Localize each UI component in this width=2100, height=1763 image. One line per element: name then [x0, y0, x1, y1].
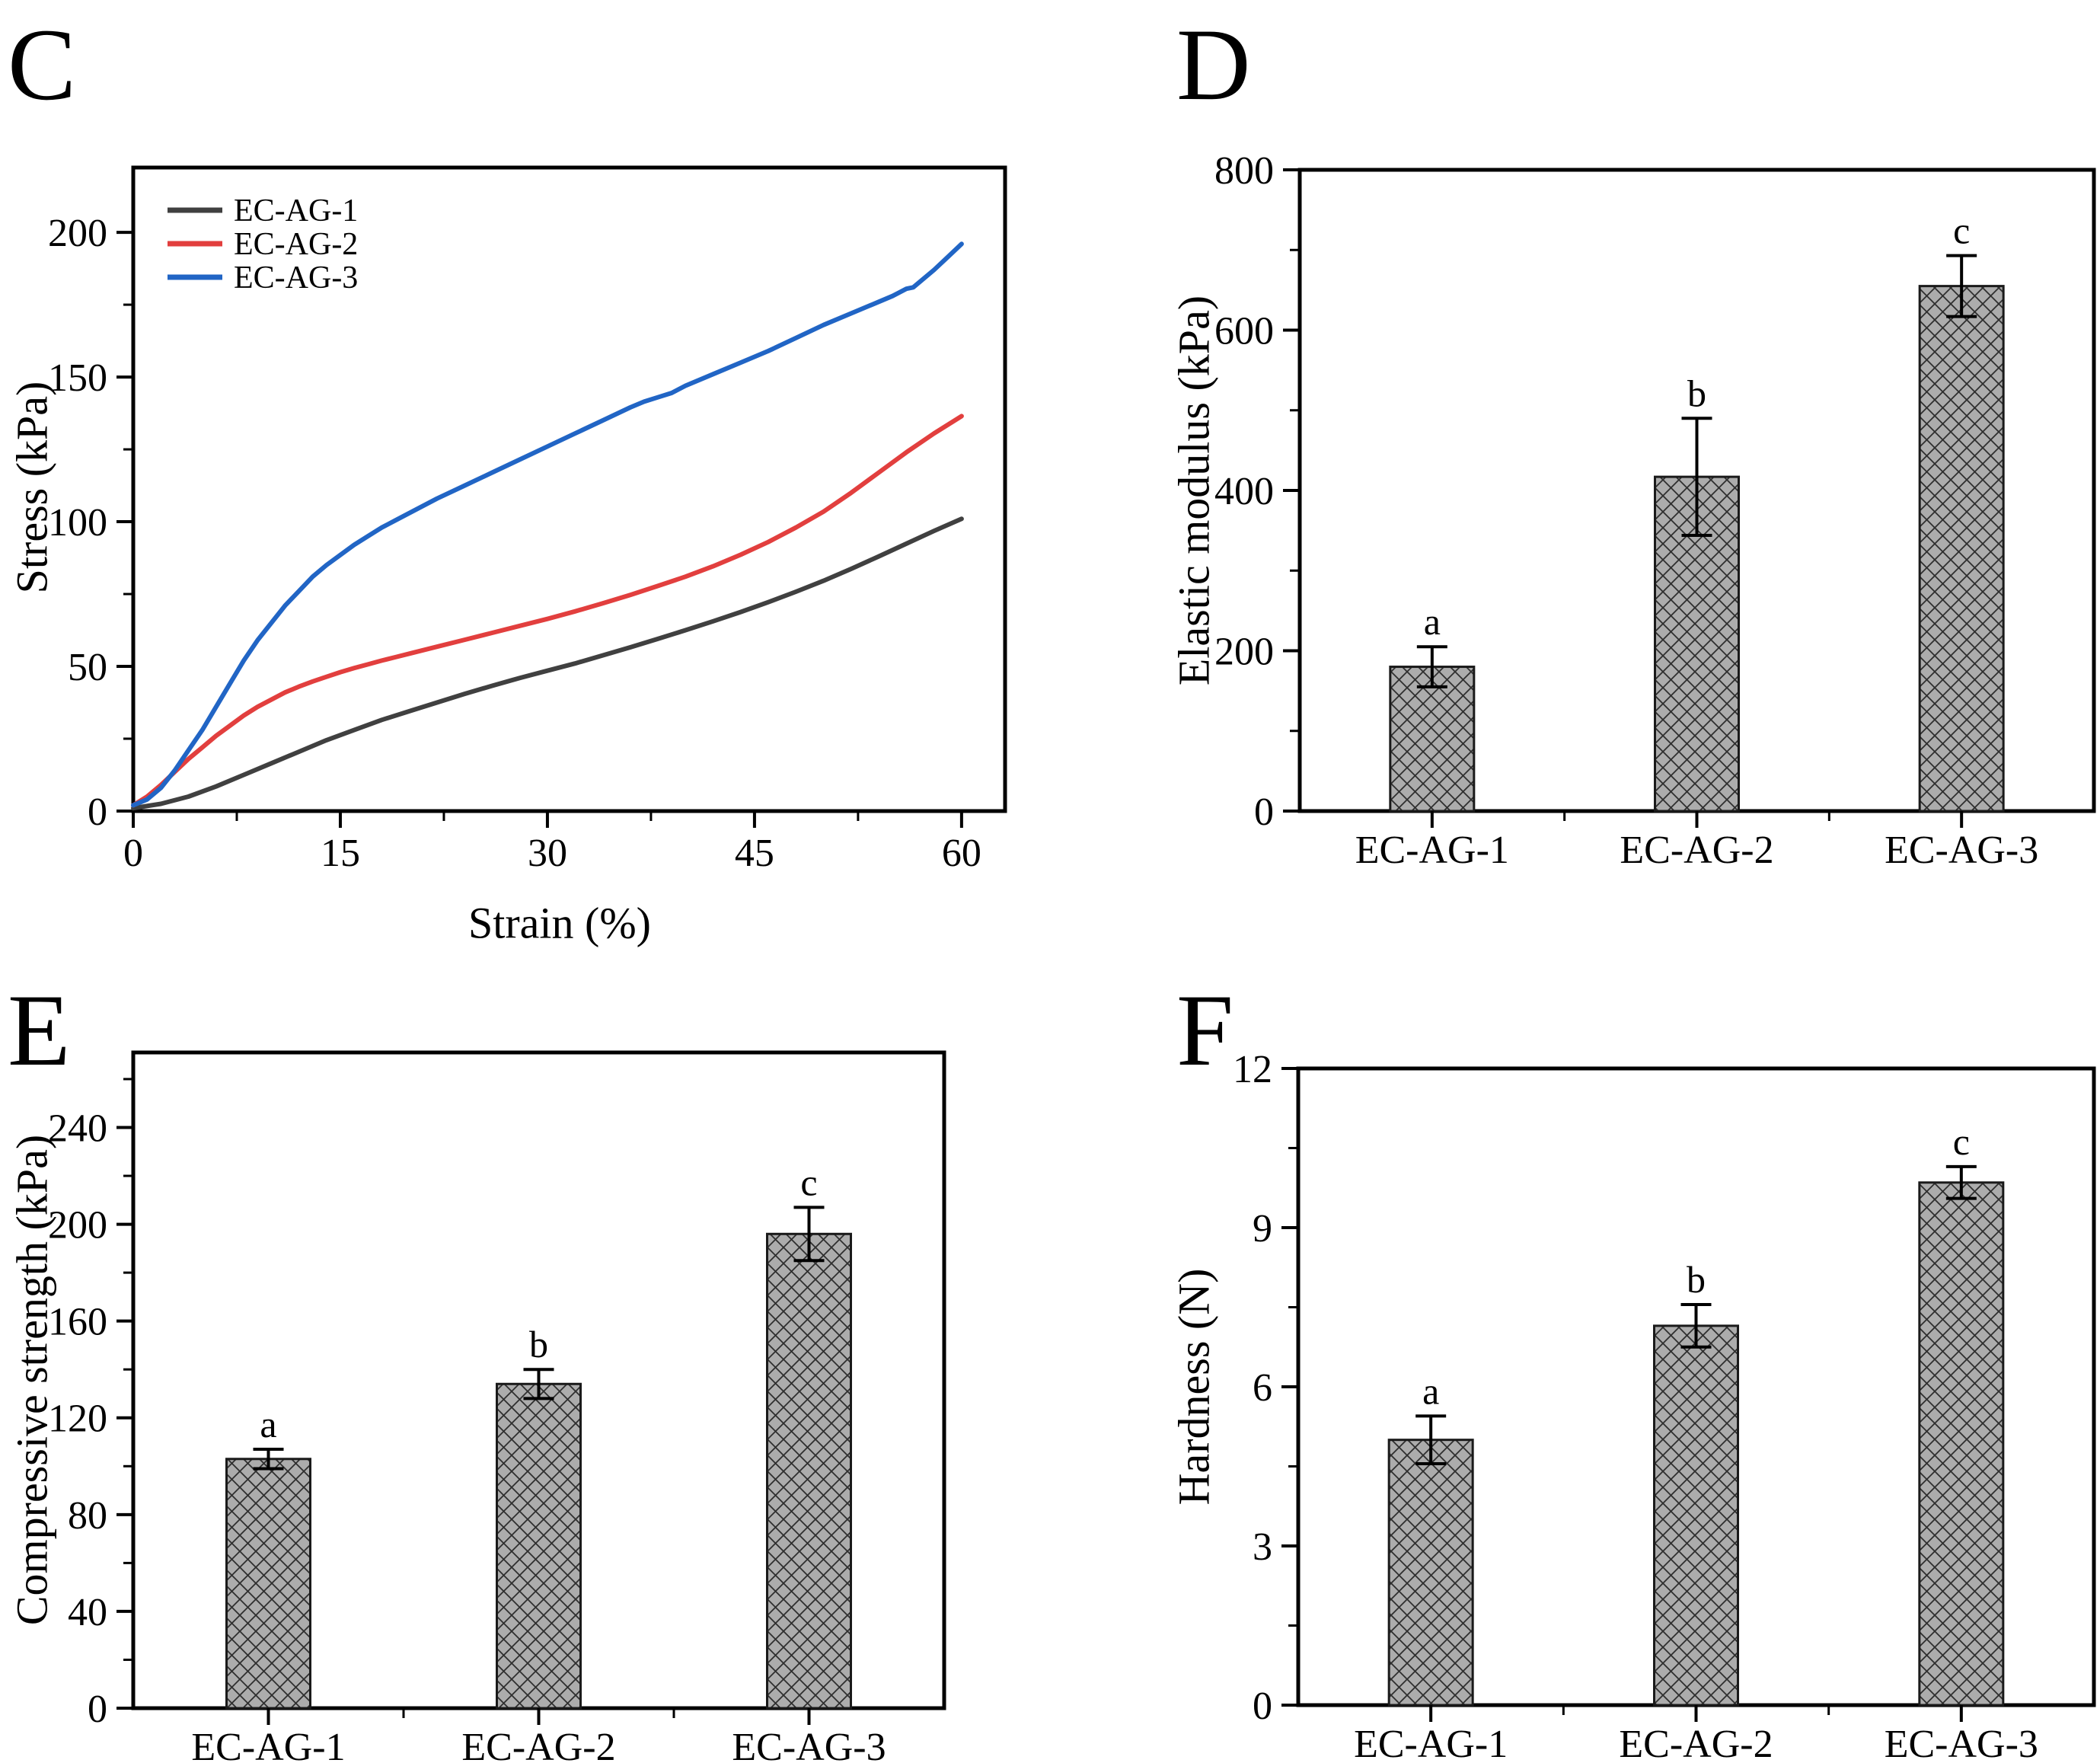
- y-tick-label: 40: [68, 1591, 107, 1634]
- category-label: EC-AG-1: [1355, 829, 1509, 872]
- sig-letter: b: [1687, 1258, 1706, 1301]
- category-label: EC-AG-3: [1885, 1723, 2038, 1763]
- bar-ec-ag-1: [1387, 1439, 1474, 1707]
- error-bar-ec-ag-2: [523, 1368, 554, 1400]
- x-tick-label: 45: [735, 832, 774, 875]
- compressive-strength-y-axis-label: Compressive strength (kPa): [7, 1134, 57, 1626]
- y-tick-label: 6: [1253, 1366, 1272, 1410]
- y-tick-label: 240: [48, 1107, 107, 1150]
- y-tick-label: 0: [88, 1688, 107, 1731]
- error-bar-ec-ag-3: [1946, 254, 1977, 318]
- panel-f: 0 3 6 9 12 a EC-AG-1 b EC-AG-2 c EC-AG-3: [1233, 1048, 2096, 1763]
- panel-letter-f: F: [1176, 974, 1234, 1088]
- sig-letter: a: [1424, 600, 1441, 643]
- sig-letter: c: [1953, 1120, 1970, 1163]
- x-tick-label: 30: [528, 832, 567, 875]
- error-bar-ec-ag-3: [793, 1206, 825, 1263]
- category-label: EC-AG-1: [191, 1726, 345, 1763]
- panel-letter-e: E: [8, 974, 71, 1088]
- axis-frame: [131, 165, 1007, 813]
- x-tick-label: 15: [321, 832, 360, 875]
- error-bar-ec-ag-1: [1415, 1414, 1447, 1466]
- y-tick-label: 800: [1214, 149, 1274, 193]
- line-ec-ag-1: [131, 516, 964, 811]
- sig-letter: b: [529, 1323, 548, 1365]
- legend-label: EC-AG-3: [234, 260, 358, 295]
- y-tick-label: 80: [68, 1494, 107, 1538]
- bar-ec-ag-2: [496, 1382, 582, 1710]
- y-tick-label: 200: [48, 212, 107, 255]
- y-tick-label: 150: [48, 356, 107, 400]
- category-label: EC-AG-2: [1619, 1723, 1773, 1763]
- category-label: EC-AG-3: [732, 1726, 886, 1763]
- legend-label: EC-AG-1: [234, 193, 358, 228]
- legend-item-ec-ag-2: EC-AG-2: [168, 227, 358, 262]
- bar-ec-ag-2: [1653, 1324, 1739, 1707]
- y-tick-label: 0: [88, 790, 107, 834]
- sig-letter: c: [1953, 209, 1970, 252]
- legend-label: EC-AG-2: [234, 227, 358, 262]
- y-tick-label: 120: [48, 1397, 107, 1441]
- sig-letter: c: [800, 1161, 817, 1203]
- bar-ec-ag-1: [225, 1458, 311, 1710]
- error-bar-ec-ag-1: [253, 1448, 284, 1471]
- line-ec-ag-3: [131, 241, 964, 808]
- error-bar-ec-ag-2: [1681, 417, 1712, 537]
- bar-ec-ag-1: [1389, 666, 1476, 813]
- panel-letter-c: C: [8, 8, 77, 122]
- y-tick-label: 50: [68, 646, 107, 689]
- stress-y-axis-label: Stress (kPa): [7, 381, 57, 594]
- y-tick-label: 200: [48, 1204, 107, 1247]
- sig-letter: a: [1422, 1369, 1439, 1412]
- bar-ec-ag-3: [1918, 285, 2005, 813]
- x-tick-label: 60: [942, 832, 981, 875]
- y-tick-label: 0: [1253, 1685, 1272, 1728]
- strain-x-axis-label: Strain (%): [468, 898, 651, 948]
- bar-ec-ag-3: [766, 1232, 852, 1710]
- y-tick-label: 3: [1253, 1525, 1272, 1569]
- sig-letter: b: [1687, 372, 1706, 414]
- elastic-modulus-y-axis-label: Elastic modulus (kPa): [1169, 295, 1219, 686]
- bar-ec-ag-3: [1918, 1181, 2005, 1707]
- hardness-y-axis-label: Hardness (N): [1169, 1268, 1219, 1506]
- category-label: EC-AG-2: [1620, 829, 1773, 872]
- panel-e: 0 40 80 120 160 200 240 a EC-AG-1 b EC-AG-2 c EC-AG-…: [48, 1050, 946, 1763]
- y-tick-label: 100: [48, 501, 107, 545]
- y-tick-label: 0: [1254, 790, 1274, 834]
- category-label: EC-AG-1: [1354, 1723, 1508, 1763]
- y-tick-label: 200: [1214, 631, 1274, 674]
- y-tick-label: 12: [1233, 1048, 1272, 1091]
- error-bar-ec-ag-2: [1680, 1303, 1712, 1349]
- y-tick-label: 160: [48, 1301, 107, 1344]
- y-tick-label: 600: [1214, 310, 1274, 353]
- legend-item-ec-ag-3: EC-AG-3: [168, 260, 358, 295]
- x-tick-label: 0: [123, 832, 143, 875]
- y-tick-label: 400: [1214, 470, 1274, 513]
- panel-c: 0 50 100 150 200 0 15 30 45 60 EC-AG-1EC-AG-2EC-AG…: [48, 165, 1007, 875]
- error-bar-ec-ag-3: [1945, 1164, 1977, 1200]
- y-tick-label: 9: [1253, 1207, 1272, 1250]
- line-ec-ag-2: [131, 414, 964, 808]
- category-label: EC-AG-2: [461, 1726, 615, 1763]
- legend-item-ec-ag-1: EC-AG-1: [168, 193, 358, 228]
- category-label: EC-AG-3: [1885, 829, 2038, 872]
- error-bar-ec-ag-1: [1416, 645, 1447, 688]
- sig-letter: a: [260, 1403, 276, 1445]
- panel-d: 0 200 400 600 800 a EC-AG-1 b EC-AG-2 c EC-AG-3: [1214, 149, 2096, 872]
- panel-letter-d: D: [1176, 8, 1251, 122]
